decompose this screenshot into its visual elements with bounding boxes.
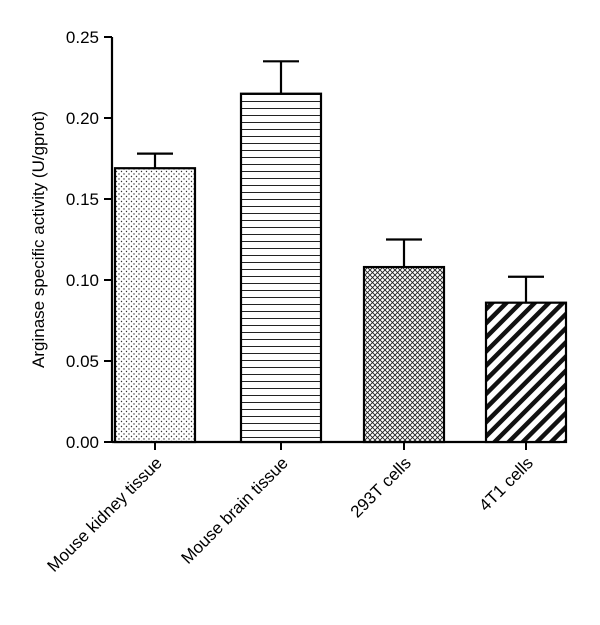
y-axis-title: Arginase specific activity (U/gprot) (29, 111, 48, 368)
category-label-1: Mouse brain tissue (177, 453, 291, 567)
bar-2 (362, 265, 446, 444)
x-axis (112, 440, 560, 450)
y-tick-label: 0.15 (66, 190, 99, 209)
y-tick-label: 0.25 (66, 28, 99, 47)
bar-1 (239, 92, 323, 444)
category-label-2: 293T cells (347, 453, 415, 521)
bars (113, 92, 568, 444)
y-tick-label: 0.00 (66, 433, 99, 452)
y-tick-label: 0.05 (66, 352, 99, 371)
y-axis: 0.00 0.05 0.10 0.15 0.20 0.25 (66, 28, 114, 452)
category-labels: Mouse kidney tissue Mouse brain tissue 293… (43, 453, 536, 575)
error-bars (137, 60, 544, 303)
y-tick-label: 0.10 (66, 271, 99, 290)
category-label-0: Mouse kidney tissue (43, 453, 165, 575)
bar-3 (484, 301, 568, 444)
bar-0 (113, 167, 197, 444)
category-label-3: 4T1 cells (475, 453, 537, 515)
y-tick-label: 0.20 (66, 109, 99, 128)
